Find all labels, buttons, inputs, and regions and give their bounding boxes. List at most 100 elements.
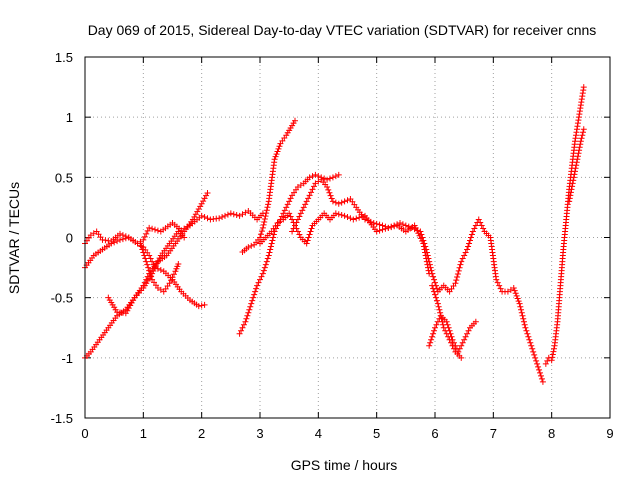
data-point (432, 291, 438, 298)
data-point (430, 330, 437, 337)
data-point (312, 171, 319, 178)
data-point (303, 240, 310, 247)
data-points (82, 84, 587, 385)
data-point (385, 224, 392, 231)
x-tick-label: 3 (256, 426, 263, 441)
data-point (475, 216, 482, 223)
data-point (146, 267, 153, 274)
data-point (580, 129, 587, 136)
data-point (140, 249, 147, 256)
data-point (306, 192, 313, 199)
data-point (191, 213, 198, 220)
data-point (449, 342, 456, 349)
y-tick-label: -0.5 (51, 291, 73, 306)
data-point (260, 221, 267, 228)
data-point (297, 210, 304, 217)
series-arc-4 (105, 228, 188, 317)
data-point (248, 300, 255, 307)
data-point (513, 292, 520, 299)
data-point (194, 208, 201, 215)
data-point (524, 330, 531, 337)
data-point (431, 327, 438, 334)
data-point (353, 215, 360, 222)
data-point (125, 305, 132, 312)
data-point (143, 230, 150, 237)
data-point (147, 255, 154, 262)
data-point (497, 285, 504, 292)
data-point (306, 231, 313, 238)
data-point (189, 216, 196, 223)
data-point (261, 218, 268, 225)
data-point (458, 342, 465, 349)
data-point (108, 240, 115, 247)
data-point (292, 117, 298, 124)
data-point (300, 204, 307, 211)
data-point (302, 201, 309, 208)
data-point (315, 173, 322, 180)
data-point (520, 318, 527, 325)
data-point (510, 285, 517, 292)
data-point (443, 330, 450, 337)
data-point (496, 282, 503, 289)
data-point (270, 231, 277, 238)
data-point (151, 265, 158, 272)
data-point (141, 252, 148, 259)
data-point (428, 336, 435, 343)
data-point (204, 215, 211, 222)
data-point (274, 148, 281, 155)
x-axis-label: GPS time / hours (291, 457, 398, 473)
data-point (240, 321, 247, 328)
data-point (580, 126, 587, 133)
data-point (429, 333, 436, 340)
data-point (465, 327, 472, 334)
y-tick-label: 0 (66, 231, 73, 246)
data-point (170, 271, 177, 278)
series-arc-11 (429, 282, 465, 361)
data-point (432, 324, 438, 331)
data-point (518, 306, 525, 313)
data-point (154, 227, 161, 234)
data-point (152, 226, 158, 233)
data-point (373, 228, 380, 235)
data-point (382, 225, 389, 232)
x-tick-label: 5 (373, 426, 380, 441)
data-point (224, 211, 231, 218)
data-point (286, 198, 293, 205)
data-point (149, 258, 156, 265)
data-point (143, 258, 150, 265)
data-point (467, 237, 473, 244)
data-point (437, 309, 444, 316)
data-point (388, 223, 395, 230)
data-point (198, 212, 205, 219)
data-point (283, 204, 290, 211)
data-point (200, 198, 207, 205)
y-tick-label: -1 (61, 351, 73, 366)
x-tick-label: 2 (198, 426, 205, 441)
data-point (431, 288, 438, 295)
data-point (329, 198, 336, 205)
data-point (478, 222, 485, 229)
data-point (201, 195, 208, 202)
data-point (261, 264, 268, 271)
data-point (264, 255, 271, 262)
data-point (198, 200, 205, 207)
data-point (263, 207, 270, 214)
data-point (539, 378, 546, 385)
data-point (477, 219, 484, 226)
data-point (526, 336, 533, 343)
data-point (146, 224, 153, 231)
data-point (344, 197, 351, 204)
data-point (169, 274, 176, 281)
data-point (533, 357, 540, 364)
data-point (262, 213, 269, 220)
data-point (238, 327, 245, 334)
data-point (326, 189, 333, 196)
data-point (253, 285, 260, 292)
data-point (453, 277, 460, 284)
x-tick-label: 4 (315, 426, 322, 441)
data-point (459, 255, 466, 262)
data-point (338, 199, 345, 206)
data-point (261, 216, 268, 223)
chart-title: Day 069 of 2015, Sidereal Day-to-day VTE… (88, 22, 597, 38)
data-point (310, 183, 317, 190)
